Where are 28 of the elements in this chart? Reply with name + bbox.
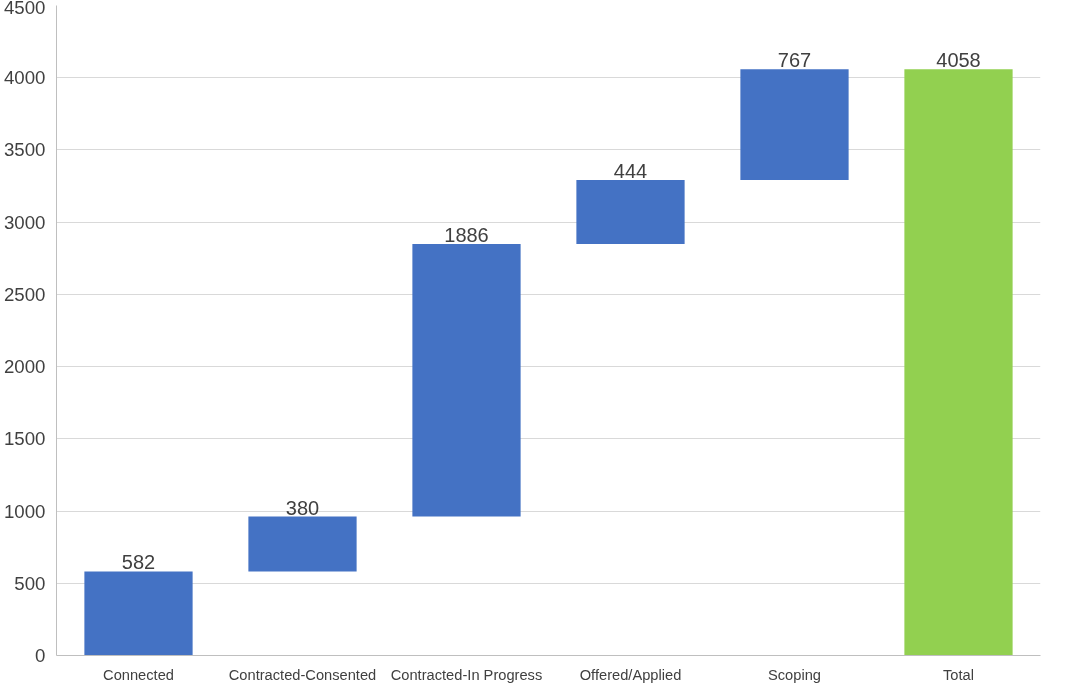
x-tick-label: Connected <box>103 666 174 683</box>
y-tick-label: 3000 <box>4 211 46 233</box>
x-tick-label: Total <box>943 666 974 683</box>
x-tick-label: Contracted-In Progress <box>390 666 543 683</box>
bar <box>576 179 685 245</box>
y-tick-label: 1000 <box>4 500 46 522</box>
y-tick-label: 4500 <box>4 0 46 18</box>
bar <box>904 69 1013 656</box>
data-label: 380 <box>285 496 320 519</box>
bar <box>248 516 357 572</box>
x-tick-label: Offered/Applied <box>579 666 682 683</box>
y-tick-label: 500 <box>14 572 46 594</box>
y-tick-label: 3500 <box>4 139 46 161</box>
data-label: 1886 <box>444 224 489 247</box>
bar <box>412 244 521 517</box>
y-tick-label: 4000 <box>4 67 46 89</box>
y-tick-label: 0 <box>35 645 46 666</box>
data-label: 767 <box>777 49 812 72</box>
data-label: 444 <box>613 159 648 182</box>
y-tick-label: 1500 <box>4 428 46 450</box>
y-tick-label: 2500 <box>4 283 46 305</box>
y-tick-label: 2000 <box>4 356 46 378</box>
data-label: 4058 <box>936 49 981 72</box>
bar <box>740 69 849 180</box>
x-tick-label: Scoping <box>768 666 821 683</box>
x-tick-label: Contracted-Consented <box>228 666 377 683</box>
data-label: 582 <box>121 551 156 574</box>
bar <box>84 571 193 656</box>
